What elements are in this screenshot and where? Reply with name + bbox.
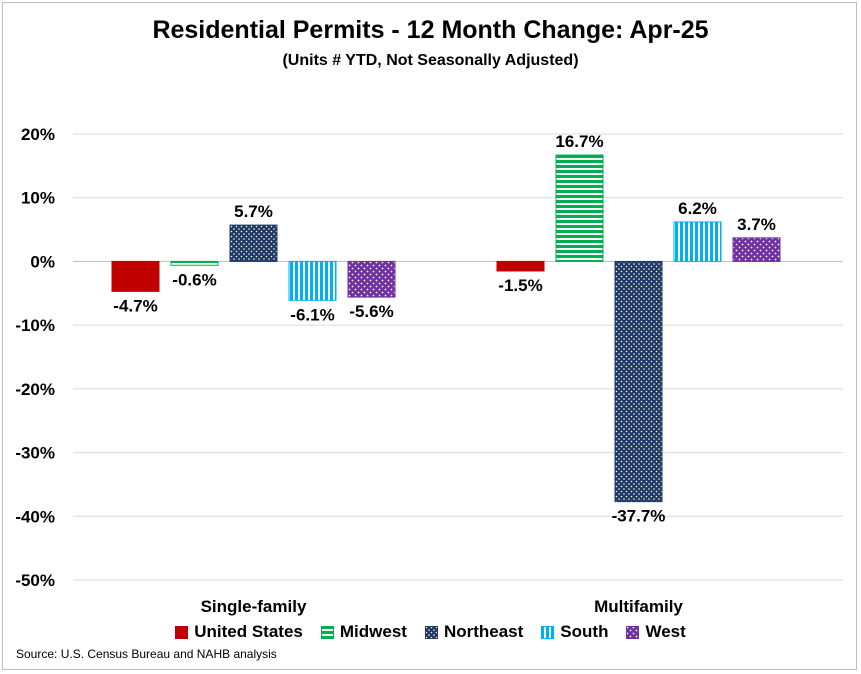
data-label: -4.7% bbox=[113, 296, 157, 315]
data-label: 3.7% bbox=[737, 215, 776, 234]
data-label: -6.1% bbox=[290, 305, 334, 324]
x-category-label: Single-family bbox=[201, 597, 307, 616]
data-label: -37.7% bbox=[612, 507, 666, 526]
legend-swatch bbox=[541, 625, 555, 639]
legend-label: Midwest bbox=[339, 622, 407, 641]
data-label: -5.6% bbox=[349, 302, 393, 321]
data-label: -0.6% bbox=[172, 270, 216, 289]
legend-swatch bbox=[424, 625, 438, 639]
y-tick-label: -20% bbox=[15, 380, 55, 399]
chart-subtitle: (Units # YTD, Not Seasonally Adjusted) bbox=[282, 52, 579, 69]
chart-legend: United States Midwest Northeast South West bbox=[0, 622, 861, 642]
bar-northeast-multifamily bbox=[614, 260, 663, 503]
legend-item: Midwest bbox=[320, 622, 407, 642]
bar-northeast-single-family bbox=[229, 224, 278, 262]
legend-swatch bbox=[626, 625, 640, 639]
bar-united-states-multifamily bbox=[496, 260, 545, 272]
legend-label: South bbox=[560, 622, 609, 641]
y-tick-label: 20% bbox=[21, 125, 55, 144]
legend-label: United States bbox=[194, 622, 303, 641]
y-tick-label: -30% bbox=[15, 444, 55, 463]
data-label: 5.7% bbox=[234, 202, 273, 221]
y-tick-label: -10% bbox=[15, 316, 55, 335]
bar-south-single-family bbox=[288, 260, 337, 301]
x-category-label: Multifamily bbox=[594, 597, 683, 616]
y-tick-label: -50% bbox=[15, 571, 55, 590]
bar-west-multifamily bbox=[732, 237, 781, 262]
bar-midwest-single-family bbox=[170, 260, 219, 266]
y-tick-label: 0% bbox=[30, 252, 55, 271]
bar-united-states-single-family bbox=[111, 260, 160, 292]
legend-item: West bbox=[626, 622, 686, 642]
data-label: 16.7% bbox=[555, 132, 603, 151]
data-label: -1.5% bbox=[498, 276, 542, 295]
legend-label: Northeast bbox=[443, 622, 524, 641]
bar-south-multifamily bbox=[673, 221, 722, 262]
legend-item: Northeast bbox=[424, 622, 524, 642]
chart-title: Residential Permits - 12 Month Change: A… bbox=[152, 16, 709, 44]
legend-item: South bbox=[541, 622, 608, 642]
data-label: 6.2% bbox=[678, 199, 717, 218]
legend-swatch bbox=[175, 625, 189, 639]
y-tick-label: 10% bbox=[21, 189, 55, 208]
chart-source: Source: U.S. Census Bureau and NAHB anal… bbox=[16, 647, 277, 661]
legend-item: United States bbox=[175, 622, 303, 642]
bar-west-single-family bbox=[347, 260, 396, 298]
bar-midwest-multifamily bbox=[555, 154, 604, 262]
legend-swatch bbox=[320, 625, 334, 639]
y-tick-label: -40% bbox=[15, 507, 55, 526]
legend-label: West bbox=[645, 622, 686, 641]
